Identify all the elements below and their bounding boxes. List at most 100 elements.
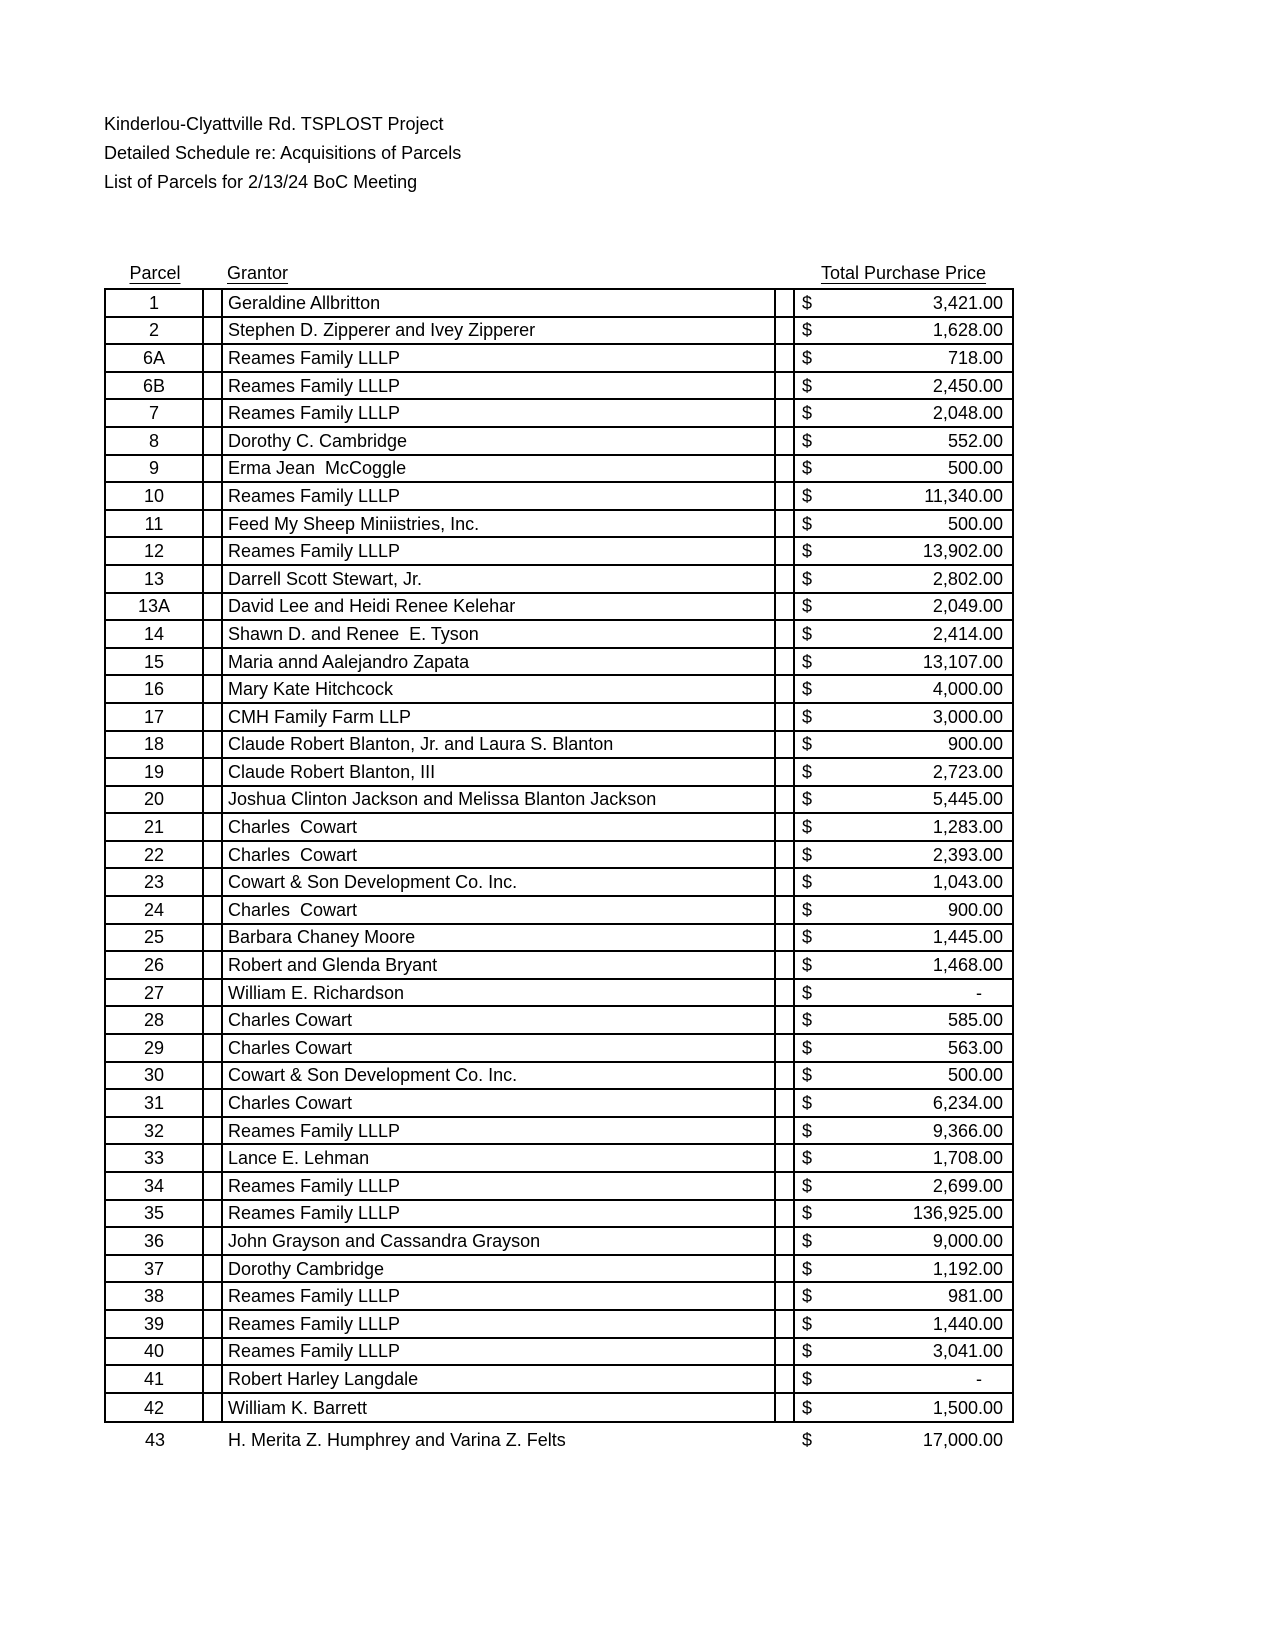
parcel-number: 30	[143, 1065, 165, 1086]
spacer-cell	[776, 869, 795, 896]
grantor-name: Charles Cowart	[228, 1037, 353, 1058]
grantor-cell: Reames Family LLLP	[223, 538, 776, 564]
grantor-name: Reames Family LLLP	[228, 485, 401, 506]
spacer-cell	[204, 1283, 223, 1309]
price-cell: $ 981.00	[795, 1283, 1012, 1309]
dollar-sign: $	[802, 955, 813, 976]
table-row: 22 Charles Cowart $ 2,393.00	[106, 841, 1012, 870]
price-amount: 1,283.00	[932, 817, 1003, 838]
dollar-sign: $	[802, 734, 813, 755]
parcel-cell: 37	[106, 1255, 204, 1282]
parcel-number: 6A	[142, 347, 166, 368]
grantor-cell: Reames Family LLLP	[223, 1338, 776, 1365]
dollar-sign: $	[802, 1148, 813, 1169]
parcel-cell: 18	[106, 731, 204, 758]
grantor-name: Charles Cowart	[228, 899, 358, 920]
dollar-sign: $	[802, 623, 813, 644]
price-cell: $ 1,628.00	[795, 318, 1012, 344]
table-row: 33 Lance E. Lehman $ 1,708.00	[106, 1145, 1012, 1173]
spacer-cell	[776, 731, 795, 758]
parcels-table: 1 Geraldine Allbritton $ 3,421.00 2 Step…	[104, 288, 1014, 1424]
spacer-cell	[204, 1145, 223, 1171]
spacer-cell	[204, 952, 223, 978]
spacer-cell	[204, 979, 223, 1006]
table-row: 6A Reames Family LLLP $ 718.00	[106, 345, 1012, 373]
grantor-name: Shawn D. and Renee E. Tyson	[228, 623, 479, 644]
spacer-cell	[204, 510, 223, 537]
price-amount: 981.00	[947, 1286, 1003, 1307]
parcel-cell: 36	[106, 1228, 204, 1254]
parcel-cell: 9	[106, 455, 204, 482]
dollar-sign: $	[802, 982, 813, 1003]
doc-title-line-2: Detailed Schedule re: Acquisitions of Pa…	[104, 143, 462, 163]
spacer-cell	[204, 841, 223, 868]
price-amount: 500.00	[947, 513, 1003, 534]
price-amount: 17,000.00	[922, 1429, 1003, 1450]
parcel-cell: 17	[106, 703, 204, 730]
dollar-sign: $	[802, 927, 813, 948]
spacer-cell	[776, 648, 795, 675]
table-row: 14 Shawn D. and Renee E. Tyson $ 2,414.0…	[106, 621, 1012, 649]
grantor-name: Charles Cowart	[228, 1010, 353, 1031]
price-cell: $ 13,107.00	[795, 649, 1012, 675]
grantor-cell: Erma Jean McCoggle	[223, 455, 776, 482]
spacer-cell	[776, 979, 795, 1006]
document-header: Kinderlou-Clyattville Rd. TSPLOST Projec…	[104, 110, 1275, 197]
grantor-cell: Charles Cowart	[223, 1090, 776, 1116]
dollar-sign: $	[802, 1258, 813, 1279]
grantor-name: Lance E. Lehman	[228, 1148, 370, 1169]
spacer-cell	[776, 1310, 795, 1337]
grantor-name: Reames Family LLLP	[228, 1286, 401, 1307]
price-cell: $ 2,049.00	[795, 594, 1012, 620]
table-row: 29 Charles Cowart $ 563.00	[106, 1035, 1012, 1063]
dollar-sign: $	[802, 1093, 813, 1114]
grantor-cell: Reames Family LLLP	[223, 1117, 776, 1144]
price-cell: $ 2,450.00	[795, 373, 1012, 399]
spacer-cell	[204, 814, 223, 840]
parcel-cell: 23	[106, 869, 204, 896]
price-cell: $ 2,802.00	[795, 566, 1012, 592]
spacer-cell	[204, 538, 223, 564]
parcel-cell: 19	[106, 759, 204, 785]
grantor-cell: Reames Family LLLP	[223, 372, 776, 399]
price-cell: $ 17,000.00	[795, 1425, 1012, 1454]
parcel-cell: 10	[106, 483, 204, 509]
price-cell: $ 136,925.00	[795, 1201, 1012, 1227]
dollar-sign: $	[802, 761, 813, 782]
price-cell: $ 563.00	[795, 1035, 1012, 1061]
spacer-cell	[204, 759, 223, 785]
parcel-number: 27	[143, 982, 165, 1003]
price-amount: 11,340.00	[924, 485, 1003, 506]
parcel-number: 14	[143, 623, 165, 644]
parcel-cell: 16	[106, 676, 204, 702]
grantor-cell: Robert and Glenda Bryant	[223, 952, 776, 978]
spacer-cell	[204, 1035, 223, 1061]
table-row: 35 Reames Family LLLP $ 136,925.00	[106, 1200, 1012, 1229]
parcel-cell: 6B	[106, 372, 204, 399]
parcel-cell: 39	[106, 1310, 204, 1337]
grantor-name: Reames Family LLLP	[228, 1175, 401, 1196]
dollar-sign: $	[802, 817, 813, 838]
grantor-name: Reames Family LLLP	[228, 1120, 401, 1141]
table-row: 13A David Lee and Heidi Renee Kelehar $ …	[106, 593, 1012, 622]
table-row: 30 Cowart & Son Development Co. Inc. $ 5…	[106, 1062, 1012, 1091]
price-amount: 900.00	[947, 899, 1003, 920]
table-row: 17 CMH Family Farm LLP $ 3,000.00	[106, 703, 1012, 732]
document-page: Kinderlou-Clyattville Rd. TSPLOST Projec…	[104, 110, 1275, 1454]
table-row: 12 Reames Family LLLP $ 13,902.00	[106, 538, 1012, 566]
parcel-number: 1	[148, 292, 159, 313]
price-amount: 585.00	[947, 1010, 1003, 1031]
parcel-cell: 33	[106, 1145, 204, 1171]
price-cell: $ 585.00	[795, 1007, 1012, 1033]
spacer-cell	[204, 1117, 223, 1144]
column-header-parcel-cell: Parcel	[106, 263, 204, 284]
column-header-grantor: Grantor	[227, 263, 289, 283]
spacer-cell	[204, 1007, 223, 1034]
spacer-cell	[204, 869, 223, 896]
dollar-sign: $	[802, 596, 813, 617]
parcel-number: 29	[143, 1037, 165, 1058]
price-amount: 9,366.00	[932, 1120, 1003, 1141]
price-amount: 1,468.00	[932, 955, 1003, 976]
parcel-cell: 11	[106, 510, 204, 537]
table-row: 40 Reames Family LLLP $ 3,041.00	[106, 1338, 1012, 1367]
